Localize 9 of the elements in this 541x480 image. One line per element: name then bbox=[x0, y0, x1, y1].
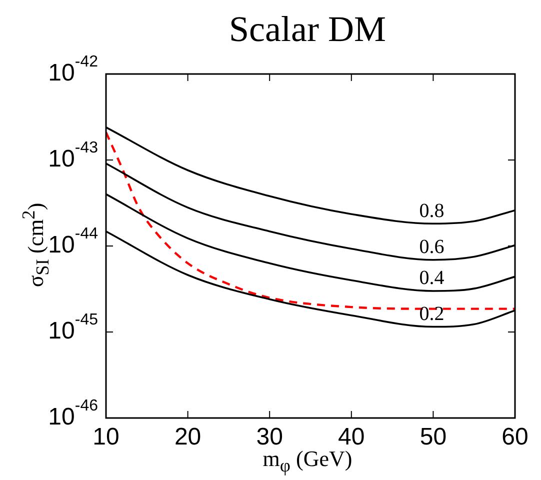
x-tick-label: 10 bbox=[92, 424, 120, 451]
series-label: 0.8 bbox=[419, 200, 444, 222]
x-tick-label: 50 bbox=[420, 424, 447, 451]
x-tick-label: 60 bbox=[502, 424, 528, 451]
series-label: 0.2 bbox=[419, 303, 444, 326]
series-label: 0.6 bbox=[419, 236, 444, 258]
series-label: 0.4 bbox=[419, 267, 444, 290]
chart-title: Scalar DM bbox=[228, 8, 387, 50]
x-tick-label: 20 bbox=[174, 424, 202, 451]
